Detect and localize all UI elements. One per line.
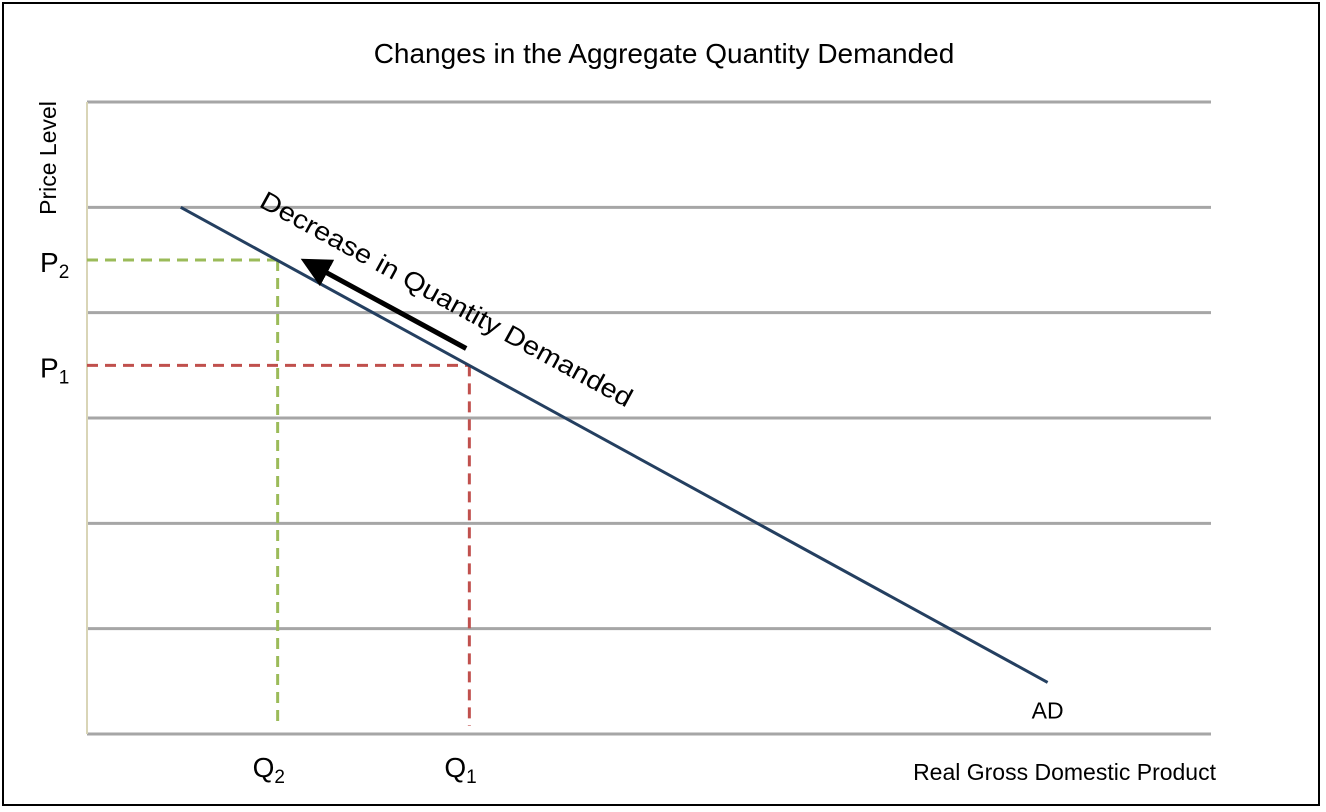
gridlines [87, 100, 1211, 736]
price-subscript: 1 [59, 367, 70, 388]
ad-curve [180, 206, 1049, 684]
price-subscript: 2 [59, 262, 70, 283]
quantity-subscript: 1 [466, 767, 477, 788]
level-0: P2 Q2 [40, 247, 285, 788]
quantity-label: Q2 [253, 752, 285, 788]
annotation-label: Decrease in Quantity Demanded [255, 185, 638, 413]
quantity-subscript: 2 [274, 767, 285, 788]
ad-label: AD [1032, 697, 1064, 723]
price-label: P2 [40, 247, 69, 283]
x-axis-label: Real Gross Domestic Product [913, 759, 1217, 785]
quantity-label: Q1 [444, 752, 476, 788]
y-axis-label: Price Level [35, 101, 61, 215]
price-label: P1 [40, 352, 69, 388]
chart-title: Changes in the Aggregate Quantity Demand… [374, 38, 955, 69]
level-guides: P2 Q2 P1 Q1 [40, 247, 477, 788]
decrease-arrow [300, 258, 468, 351]
